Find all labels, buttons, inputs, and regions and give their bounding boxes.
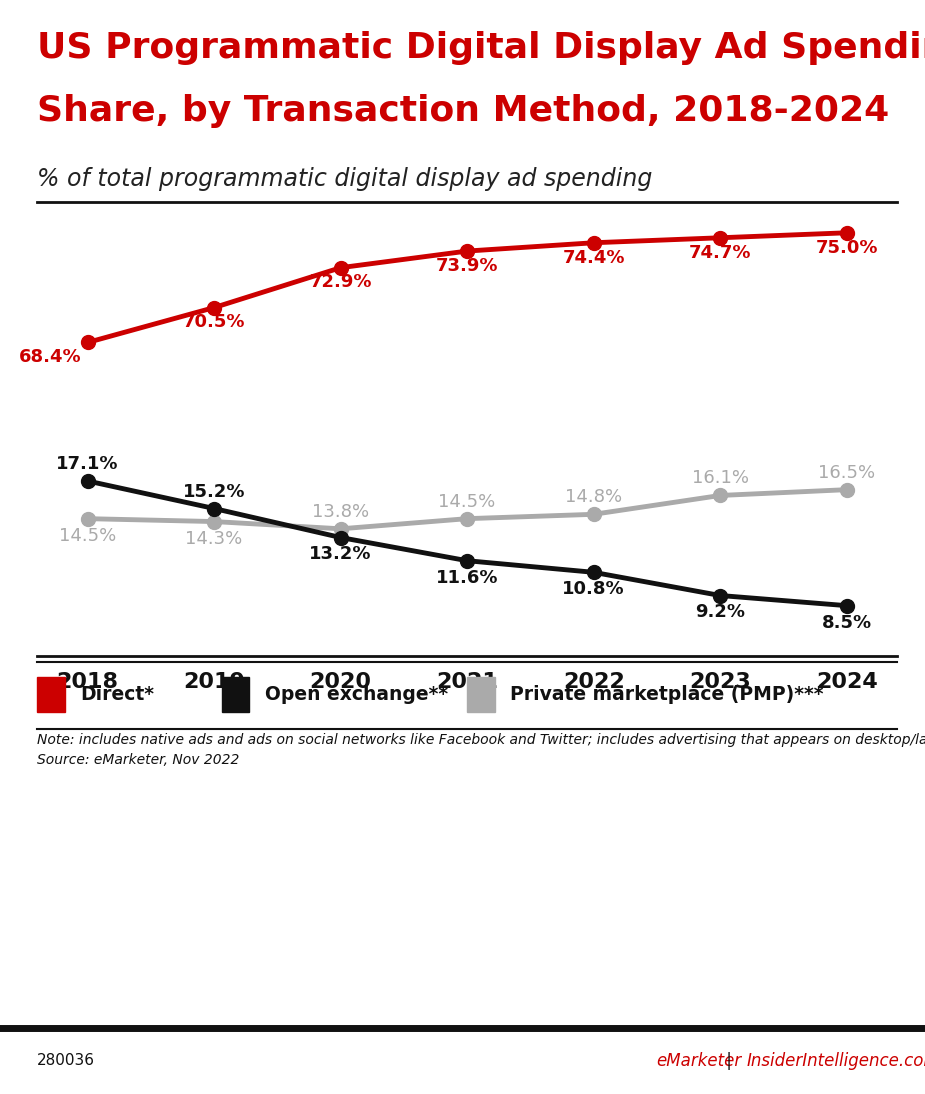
Text: 14.3%: 14.3% bbox=[186, 529, 242, 547]
Text: 13.8%: 13.8% bbox=[312, 503, 369, 521]
Text: 14.8%: 14.8% bbox=[565, 488, 623, 507]
Text: Note: includes native ads and ads on social networks like Facebook and Twitter; : Note: includes native ads and ads on soc… bbox=[37, 733, 925, 767]
Text: 74.7%: 74.7% bbox=[689, 244, 751, 261]
Text: 13.2%: 13.2% bbox=[309, 546, 372, 563]
Text: 10.8%: 10.8% bbox=[562, 580, 625, 598]
Text: |: | bbox=[721, 1052, 737, 1070]
Text: Direct*: Direct* bbox=[80, 685, 154, 705]
Bar bbox=[467, 677, 495, 712]
Text: 280036: 280036 bbox=[37, 1054, 95, 1069]
Text: 17.1%: 17.1% bbox=[56, 455, 118, 473]
Text: 68.4%: 68.4% bbox=[18, 348, 81, 366]
Text: eMarketer: eMarketer bbox=[657, 1052, 742, 1070]
Text: Share, by Transaction Method, 2018-2024: Share, by Transaction Method, 2018-2024 bbox=[37, 94, 889, 128]
Text: 16.1%: 16.1% bbox=[692, 469, 748, 488]
Bar bbox=[37, 677, 65, 712]
Text: 8.5%: 8.5% bbox=[821, 614, 871, 631]
Text: 9.2%: 9.2% bbox=[696, 604, 746, 621]
Text: 72.9%: 72.9% bbox=[309, 274, 372, 291]
Text: 73.9%: 73.9% bbox=[436, 257, 499, 275]
Text: US Programmatic Digital Display Ad Spending: US Programmatic Digital Display Ad Spend… bbox=[37, 31, 925, 65]
Text: 14.5%: 14.5% bbox=[438, 492, 496, 511]
Text: 75.0%: 75.0% bbox=[816, 238, 878, 257]
Text: Private marketplace (PMP)***: Private marketplace (PMP)*** bbox=[511, 685, 823, 705]
Text: % of total programmatic digital display ad spending: % of total programmatic digital display … bbox=[37, 167, 652, 191]
Text: InsiderIntelligence.com: InsiderIntelligence.com bbox=[746, 1052, 925, 1070]
Text: 74.4%: 74.4% bbox=[562, 248, 625, 267]
Text: 70.5%: 70.5% bbox=[183, 313, 245, 331]
Bar bbox=[222, 677, 250, 712]
Text: 11.6%: 11.6% bbox=[436, 569, 499, 586]
Text: 14.5%: 14.5% bbox=[59, 526, 117, 545]
Text: Open exchange**: Open exchange** bbox=[265, 685, 448, 705]
Text: 15.2%: 15.2% bbox=[183, 482, 245, 501]
Text: 16.5%: 16.5% bbox=[818, 464, 875, 481]
